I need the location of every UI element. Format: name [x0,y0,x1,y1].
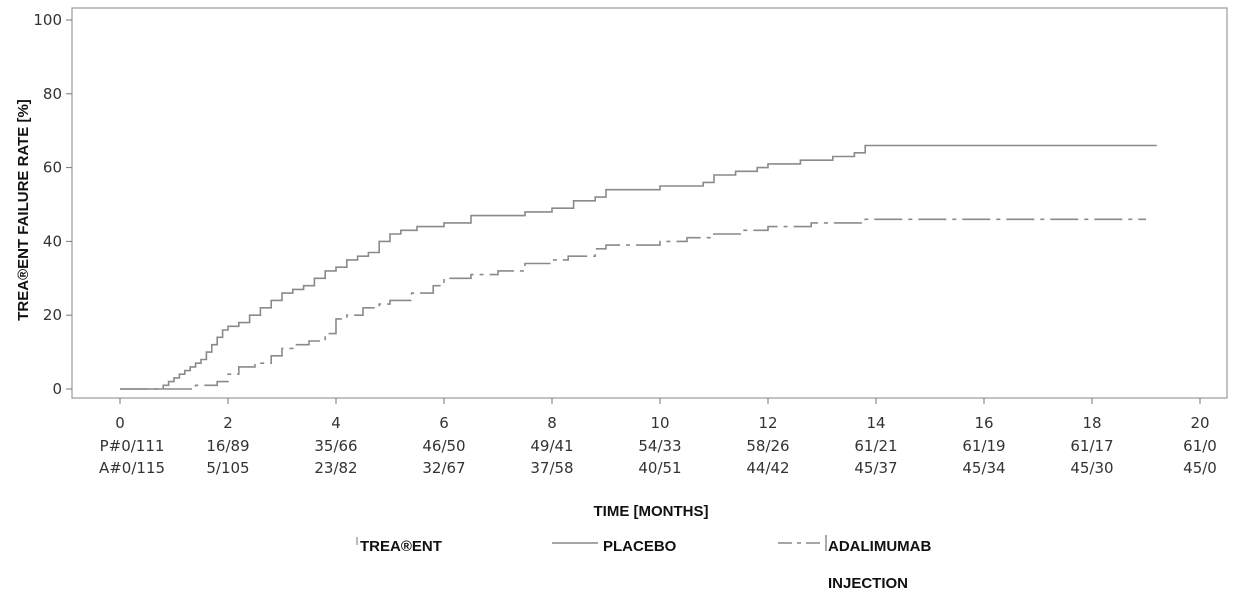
legend: TREA®ENT PLACEBO ADALIMUMAB INJECTION [356,535,931,592]
risk-cell: 16/89 [206,437,249,455]
risk-cell: 44/42 [746,459,789,477]
risk-cell: 37/58 [530,459,573,477]
risk-table: P#0/111 16/89 35/66 46/50 49/41 54/33 58/26 61/… [99,437,1217,477]
risk-cell: 45/34 [962,459,1005,477]
x-tick-label: 20 [1190,414,1209,432]
risk-cell: 45/30 [1070,459,1113,477]
x-tick-label: 8 [547,414,557,432]
risk-cell: 61/21 [854,437,897,455]
y-tick-label: 100 [33,11,62,29]
x-tick-label: 10 [650,414,669,432]
risk-row-label: A#0/115 [99,459,165,477]
risk-row-label: P#0/111 [100,437,165,455]
risk-cell: 45/37 [854,459,897,477]
risk-cell: 5/105 [206,459,249,477]
series-layer [120,144,1157,390]
risk-cell: 46/50 [422,437,465,455]
risk-cell: 58/26 [746,437,789,455]
x-axis: 0 2 4 6 8 10 12 14 16 18 20 [115,398,1210,432]
x-tick-label: 16 [974,414,993,432]
x-tick-label: 6 [439,414,449,432]
risk-cell: 23/82 [314,459,357,477]
risk-cell: 61/0 [1183,437,1217,455]
plot-frame [71,7,1228,399]
risk-cell: 61/19 [962,437,1005,455]
x-tick-label: 2 [223,414,233,432]
risk-cell: 35/66 [314,437,357,455]
risk-cell: 32/67 [422,459,465,477]
risk-cell: 49/41 [530,437,573,455]
x-tick-label: 18 [1082,414,1101,432]
x-tick-label: 0 [115,414,125,432]
risk-cell: 61/17 [1070,437,1113,455]
x-tick-label: 14 [866,414,885,432]
legend-adalimumab-label: ADALIMUMAB [828,538,931,555]
y-tick-label: 40 [43,232,62,250]
x-axis-title: TIME [MONTHS] [594,503,709,520]
y-tick-label: 0 [52,380,62,398]
y-axis: 0 20 40 60 80 100 [33,11,72,398]
x-tick-label: 12 [758,414,777,432]
risk-cell: 40/51 [638,459,681,477]
risk-cell: 54/33 [638,437,681,455]
series-line-placebo [120,144,1157,390]
legend-placebo-label: PLACEBO [603,538,677,555]
series-line-adalimumab [120,218,1146,390]
risk-cell: 45/0 [1183,459,1217,477]
x-tick-label: 4 [331,414,341,432]
y-tick-label: 80 [43,85,62,103]
legend-injection-label: INJECTION [828,575,908,592]
y-tick-label: 20 [43,306,62,324]
y-tick-label: 60 [43,159,62,177]
y-axis-title: TREA®ENT FAILURE RATE [%] [15,99,32,321]
legend-heading: TREA®ENT [360,538,442,555]
